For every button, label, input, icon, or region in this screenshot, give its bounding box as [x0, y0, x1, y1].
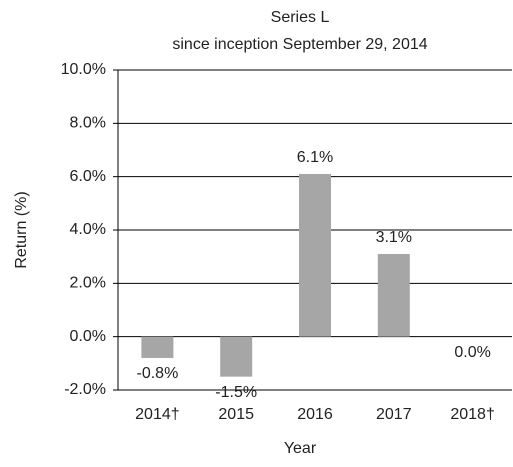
y-tick-label: 6.0%	[70, 168, 106, 185]
y-tick-label: 10.0%	[61, 61, 106, 78]
y-tick-label: -2.0%	[64, 381, 106, 398]
value-label: 0.0%	[454, 344, 490, 361]
y-tick-label: 2.0%	[70, 275, 106, 292]
value-label: -1.5%	[215, 384, 257, 401]
bar	[377, 254, 410, 337]
y-axis-label: Return (%)	[13, 191, 30, 268]
y-tick-label: 8.0%	[70, 115, 106, 132]
x-axis-label: Year	[284, 440, 317, 457]
y-tick-label: 4.0%	[70, 221, 106, 238]
x-tick-label: 2018†	[450, 406, 495, 423]
bar	[141, 336, 174, 358]
chart-title: Series L	[271, 9, 330, 26]
x-tick-label: 2016	[297, 406, 333, 423]
chart-subtitle: since inception September 29, 2014	[172, 36, 427, 53]
x-tick-label: 2017	[376, 406, 412, 423]
x-tick-label: 2014†	[135, 406, 180, 423]
bar	[220, 336, 253, 377]
value-label: 6.1%	[297, 149, 333, 166]
bar	[299, 174, 331, 337]
value-label: -0.8%	[137, 365, 179, 382]
value-label: 3.1%	[376, 229, 412, 246]
x-tick-label: 2015	[218, 406, 254, 423]
y-tick-label: 0.0%	[70, 328, 106, 345]
